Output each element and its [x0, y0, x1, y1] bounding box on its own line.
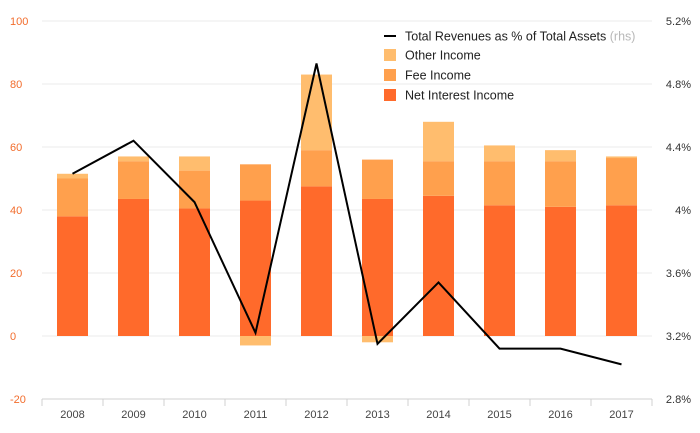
legend-label: Total Revenues as % of Total Assets (rhs… [405, 30, 635, 44]
right-tick-label: 5.2% [666, 16, 691, 28]
x-tick-label: 2008 [60, 409, 84, 421]
bar-net-interest-income [362, 198, 393, 336]
bar-fee-income [118, 161, 149, 199]
left-tick-label: 0 [10, 331, 16, 343]
legend-color-swatch [384, 49, 396, 61]
revenue-ratio-line [72, 63, 622, 366]
right-tick-label: 3.6% [666, 268, 691, 280]
bar-other-income [240, 336, 271, 346]
bar-other-income [423, 121, 454, 162]
x-tick-label: 2009 [121, 409, 145, 421]
bar-fee-income [545, 161, 576, 207]
legend: Total Revenues as % of Total Assets (rhs… [384, 30, 635, 103]
bar-net-interest-income [179, 208, 210, 336]
bar-other-income [484, 145, 515, 162]
bar-net-interest-income [484, 205, 515, 336]
axes: 100 80 60 40 20 0 -20 5.2% 4.8% 4.4% 4% 3.6% 3.2% 2.8… [10, 16, 691, 421]
legend-color-swatch [384, 69, 396, 81]
bar-net-interest-income [57, 216, 88, 336]
x-tick-label: 2017 [609, 409, 633, 421]
left-tick-label: 20 [10, 268, 22, 280]
legend-label: Fee Income [405, 69, 471, 83]
legend-label: Other Income [405, 49, 481, 63]
bar-net-interest-income [606, 205, 637, 336]
bar-net-interest-income [240, 200, 271, 336]
x-tick-label: 2011 [244, 409, 268, 421]
bar-other-income [179, 156, 210, 171]
x-tick-label: 2013 [365, 409, 389, 421]
right-tick-label: 4.4% [666, 142, 691, 154]
line-total-revenues-pct [72, 63, 622, 366]
bar-net-interest-income [118, 198, 149, 336]
bar-fee-income [606, 158, 637, 206]
left-tick-label: 100 [10, 16, 28, 28]
legend-label-suffix: (rhs) [606, 30, 635, 44]
right-tick-label: 3.2% [666, 331, 691, 343]
bar-net-interest-income [423, 195, 454, 336]
bar-fee-income [301, 150, 332, 187]
bar-net-interest-income [545, 206, 576, 336]
bar-net-interest-income [301, 186, 332, 336]
bar-other-income [362, 336, 393, 343]
x-tick-label: 2012 [304, 409, 328, 421]
left-tick-label: -20 [10, 394, 26, 406]
right-tick-label: 4.8% [666, 79, 691, 91]
legend-color-swatch [384, 89, 396, 101]
x-tick-label: 2014 [426, 409, 450, 421]
bar-other-income [606, 156, 637, 159]
left-tick-label: 40 [10, 205, 22, 217]
right-tick-label: 2.8% [666, 394, 691, 406]
bar-other-income [57, 173, 88, 179]
x-tick-label: 2015 [487, 409, 511, 421]
bar-fee-income [57, 178, 88, 217]
bar-other-income [118, 156, 149, 162]
bar-fee-income [423, 161, 454, 196]
bar-fee-income [362, 159, 393, 199]
bar-other-income [545, 150, 576, 162]
bar-fee-income [240, 164, 271, 201]
stacked-bars [57, 74, 637, 346]
bar-fee-income [484, 161, 515, 206]
left-tick-label: 80 [10, 79, 22, 91]
legend-label: Net Interest Income [405, 89, 514, 103]
x-tick-label: 2010 [182, 409, 206, 421]
x-tick-label: 2016 [548, 409, 572, 421]
right-tick-label: 4% [675, 205, 691, 217]
left-tick-label: 60 [10, 142, 22, 154]
